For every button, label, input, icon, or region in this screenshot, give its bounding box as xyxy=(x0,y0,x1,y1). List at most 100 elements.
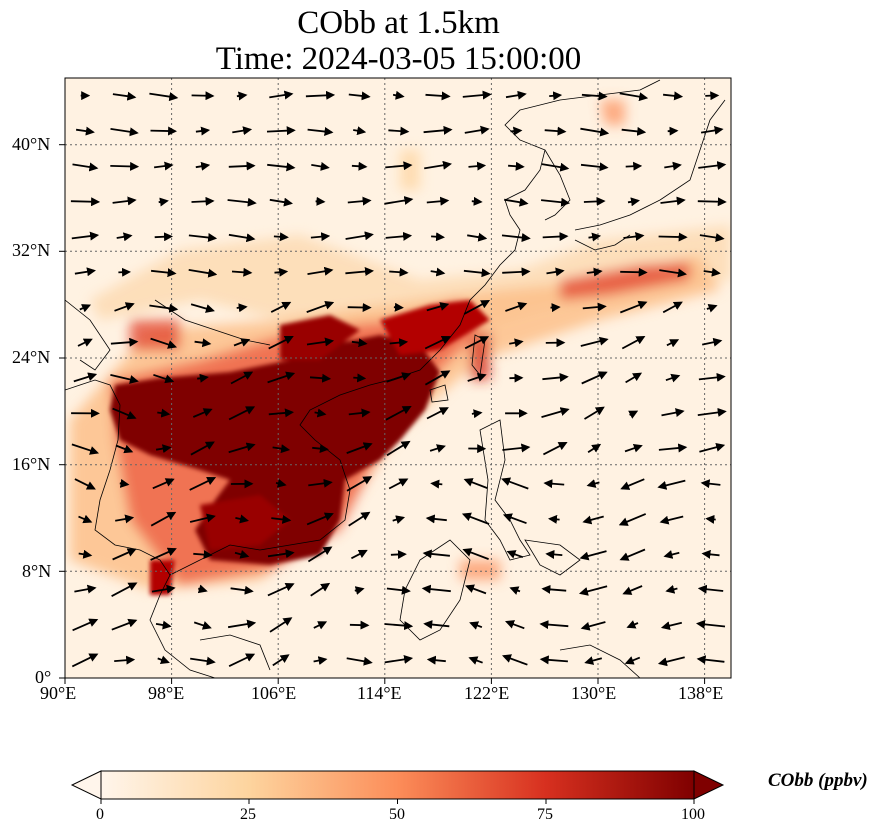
wind-vector xyxy=(389,338,409,348)
lat-tick-8n: 8°N xyxy=(22,561,52,581)
lon-tick-114e: 114°E xyxy=(357,683,402,703)
wind-vector xyxy=(306,512,334,526)
colorbar-tick-75: 75 xyxy=(537,806,553,823)
colorbar xyxy=(70,770,725,804)
wind-vector xyxy=(660,621,683,631)
wind-vector xyxy=(190,303,215,313)
wind-vector xyxy=(392,515,406,524)
wind-vector xyxy=(354,586,365,595)
wind-vector xyxy=(305,90,336,100)
wind-vector xyxy=(270,301,292,313)
wind-vector xyxy=(230,585,254,595)
wind-vector xyxy=(191,196,215,206)
wind-vector xyxy=(502,513,527,525)
wind-vector xyxy=(464,125,490,135)
wind-vector xyxy=(150,511,177,527)
wind-vector xyxy=(548,514,560,524)
colorbar-extend-max xyxy=(693,770,725,800)
wind-vector xyxy=(619,300,648,314)
wind-vector xyxy=(586,479,600,488)
wind-vector xyxy=(588,232,602,242)
wind-vector xyxy=(618,513,647,526)
wind-vector xyxy=(659,515,684,525)
wind-vector xyxy=(151,584,176,594)
wind-vector xyxy=(345,267,374,277)
wind-vector xyxy=(701,549,720,559)
wind-vector xyxy=(307,127,334,136)
wind-vector xyxy=(110,337,139,347)
wind-vector xyxy=(468,656,483,665)
wind-vector xyxy=(348,511,371,527)
wind-vector xyxy=(307,266,334,276)
wind-vector xyxy=(267,162,296,172)
wind-vector xyxy=(426,655,446,665)
wind-vector xyxy=(463,300,491,315)
wind-vector xyxy=(429,444,446,453)
wind-vector xyxy=(703,267,721,277)
wind-vector xyxy=(587,443,602,454)
wind-vector xyxy=(661,408,685,418)
wind-vector xyxy=(388,126,410,136)
wind-vector xyxy=(115,514,135,524)
wind-vector xyxy=(389,267,409,277)
wind-vector xyxy=(230,371,254,385)
wind-vector xyxy=(114,655,136,665)
wind-vector xyxy=(268,408,294,418)
wind-vector xyxy=(467,232,488,242)
wind-vector xyxy=(539,655,568,665)
wind-vector xyxy=(697,584,724,594)
wind-vector xyxy=(423,620,450,630)
wind-vector xyxy=(79,304,92,313)
wind-vector xyxy=(153,161,174,171)
wind-vector xyxy=(579,550,607,561)
wind-vector xyxy=(112,548,137,561)
wind-vector xyxy=(626,620,639,629)
wind-vector xyxy=(116,232,133,242)
wind-vector xyxy=(430,267,446,277)
colorbar-label: CObb (ppbv) xyxy=(768,770,868,791)
wind-vector xyxy=(236,303,248,313)
colorbar-tick-0: 0 xyxy=(96,806,104,823)
wind-vector xyxy=(581,91,608,101)
wind-vector xyxy=(581,371,608,385)
wind-vector xyxy=(74,267,96,277)
wind-vector xyxy=(621,126,647,136)
wind-vector xyxy=(115,444,134,454)
wind-vector xyxy=(78,549,93,559)
wind-vector xyxy=(272,654,290,667)
wind-vector xyxy=(155,444,172,454)
wind-vector xyxy=(347,196,372,206)
wind-vector xyxy=(346,656,373,666)
wind-vector xyxy=(195,126,211,136)
wind-vector xyxy=(150,337,178,349)
wind-vector xyxy=(426,302,450,312)
wind-vector xyxy=(191,91,215,101)
wind-vector xyxy=(658,232,688,242)
wind-vector xyxy=(545,549,563,559)
wind-vector xyxy=(462,548,489,560)
wind-vector xyxy=(272,444,291,454)
wind-vector xyxy=(228,653,256,668)
wind-vector xyxy=(152,478,175,490)
wind-vector xyxy=(662,301,683,314)
lat-tick-24n: 24°N xyxy=(12,347,51,367)
wind-vector xyxy=(235,514,249,524)
wind-vector xyxy=(385,231,413,241)
wind-vector xyxy=(541,584,567,594)
wind-vector xyxy=(315,196,326,206)
wind-vector xyxy=(625,161,643,171)
wind-vector xyxy=(509,586,521,595)
wind-vector xyxy=(583,196,606,206)
wind-vector xyxy=(501,477,529,490)
wind-vector xyxy=(509,338,524,348)
wind-vector xyxy=(582,515,604,525)
wind-vector xyxy=(192,408,213,418)
wind-vector xyxy=(227,197,257,207)
wind-vector xyxy=(385,405,412,421)
wind-vector xyxy=(150,547,177,561)
wind-vector xyxy=(112,407,137,420)
wind-vector xyxy=(313,656,328,666)
wind-vector xyxy=(267,549,295,559)
wind-vector xyxy=(227,619,257,629)
wind-vector xyxy=(189,476,217,491)
